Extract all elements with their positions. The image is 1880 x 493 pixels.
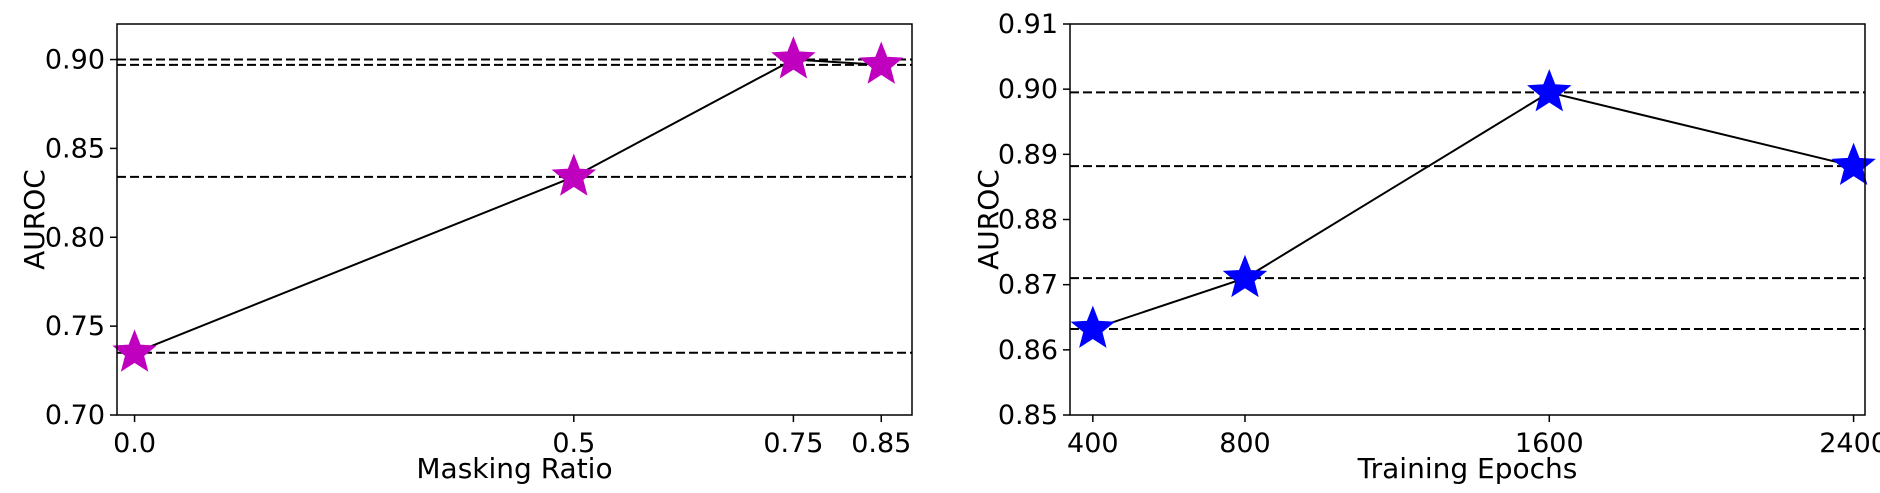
x-tick-label-4: 0.85 — [851, 428, 911, 459]
y-tick-label-1: 0.70 — [45, 400, 105, 431]
x-tick-label-2: 0.5 — [552, 428, 595, 459]
plot-frame — [116, 23, 913, 416]
data-point-4 — [859, 41, 904, 84]
data-point-4 — [1831, 142, 1876, 185]
x-tick-label-1: 400 — [1067, 428, 1119, 459]
y-tick-label-2: 0.86 — [998, 335, 1058, 366]
x-tick-label-3: 1600 — [1515, 428, 1584, 459]
y-tick-label-1: 0.85 — [998, 400, 1058, 431]
chart-2: 0.85 0.86 0.87 0.88 0.89 0.90 0.91 400 800 1600 24… — [972, 9, 1880, 485]
x-axis-label: Training Epochs — [1357, 452, 1578, 485]
y-axis-label: AUROC — [972, 169, 1005, 270]
x-tick-label-2: 800 — [1219, 428, 1271, 459]
data-point-2 — [551, 153, 597, 196]
y-tick-label-3: 0.80 — [45, 222, 105, 253]
data-point-2 — [1222, 254, 1268, 298]
y-axis-label: AUROC — [18, 169, 51, 270]
y-tick-label-5: 0.89 — [998, 139, 1058, 170]
data-point-1 — [112, 329, 157, 372]
y-tick-label-6: 0.90 — [998, 74, 1058, 105]
plot-frame — [1069, 23, 1866, 416]
data-point-3 — [771, 36, 816, 79]
y-tick-label-3: 0.87 — [998, 270, 1058, 301]
chart-1: 0.70 0.75 0.80 0.85 0.90 0.0 0.5 0.75 0.85 Maskin… — [18, 23, 913, 485]
data-point-3 — [1527, 69, 1572, 112]
y-tick-label-2: 0.75 — [45, 311, 105, 342]
series-line — [1092, 91, 1854, 330]
series-line — [134, 58, 882, 354]
y-tick-label-4: 0.88 — [998, 205, 1058, 236]
x-tick-label-1: 0.0 — [113, 428, 156, 459]
y-tick-label-5: 0.90 — [45, 45, 105, 76]
y-tick-label-7: 0.91 — [998, 9, 1058, 40]
y-tick-label-4: 0.85 — [45, 133, 105, 164]
x-axis-label: Masking Ratio — [416, 452, 612, 485]
x-tick-label-4: 2400 — [1819, 428, 1880, 459]
x-tick-label-3: 0.75 — [763, 428, 823, 459]
data-point-1 — [1070, 305, 1116, 348]
